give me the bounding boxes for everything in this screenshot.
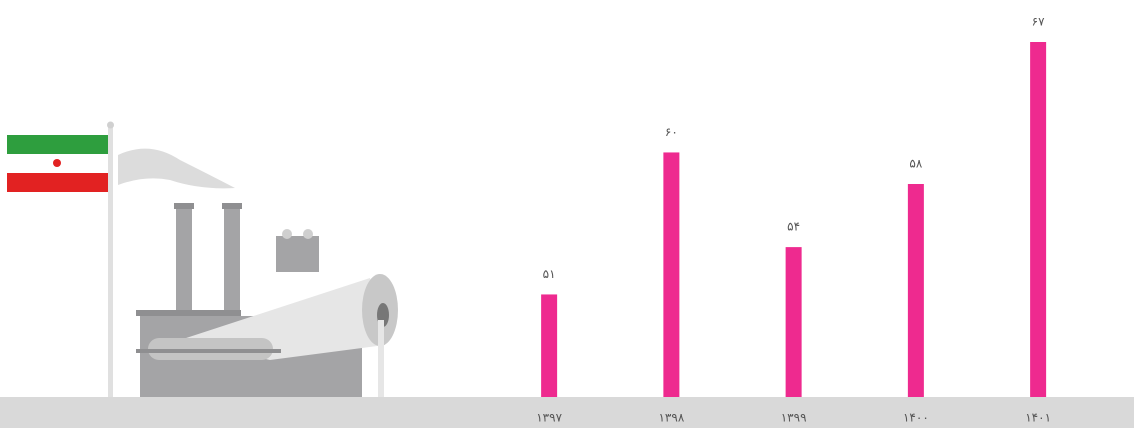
flag-emblem [53, 159, 61, 167]
flag-green [7, 135, 108, 154]
tank-top [303, 229, 313, 239]
flag-red [7, 173, 108, 192]
x-tick-label: ۱۳۹۷ [536, 411, 562, 425]
chimney-cap [174, 203, 194, 209]
axle [136, 349, 281, 353]
bar [541, 294, 558, 397]
bar [663, 152, 680, 397]
chimney-cap [222, 203, 242, 209]
tank [276, 236, 319, 272]
smoke [118, 148, 235, 189]
flag-pole [108, 125, 113, 397]
x-tick-label: ۱۳۹۹ [781, 411, 807, 425]
illustration [0, 121, 1134, 428]
x-tick-label: ۱۳۹۸ [658, 411, 684, 425]
value-label: ۵۸ [909, 157, 922, 171]
value-label: ۵۴ [787, 220, 800, 234]
roll-stand [378, 320, 384, 397]
bar [1030, 42, 1047, 397]
bar [785, 247, 802, 397]
x-tick-label: ۱۴۰۰ [903, 411, 929, 425]
chimney [224, 208, 240, 313]
flag-pole-top [107, 121, 114, 129]
value-label: ۵۱ [543, 267, 556, 281]
bar [907, 184, 924, 397]
tank-top [282, 229, 292, 239]
roof [136, 310, 241, 316]
value-label: ۶۰ [665, 125, 678, 139]
chimney [176, 208, 192, 313]
ground [0, 397, 1134, 428]
value-label: ۶۷ [1032, 15, 1045, 29]
x-tick-label: ۱۴۰۱ [1025, 411, 1051, 425]
